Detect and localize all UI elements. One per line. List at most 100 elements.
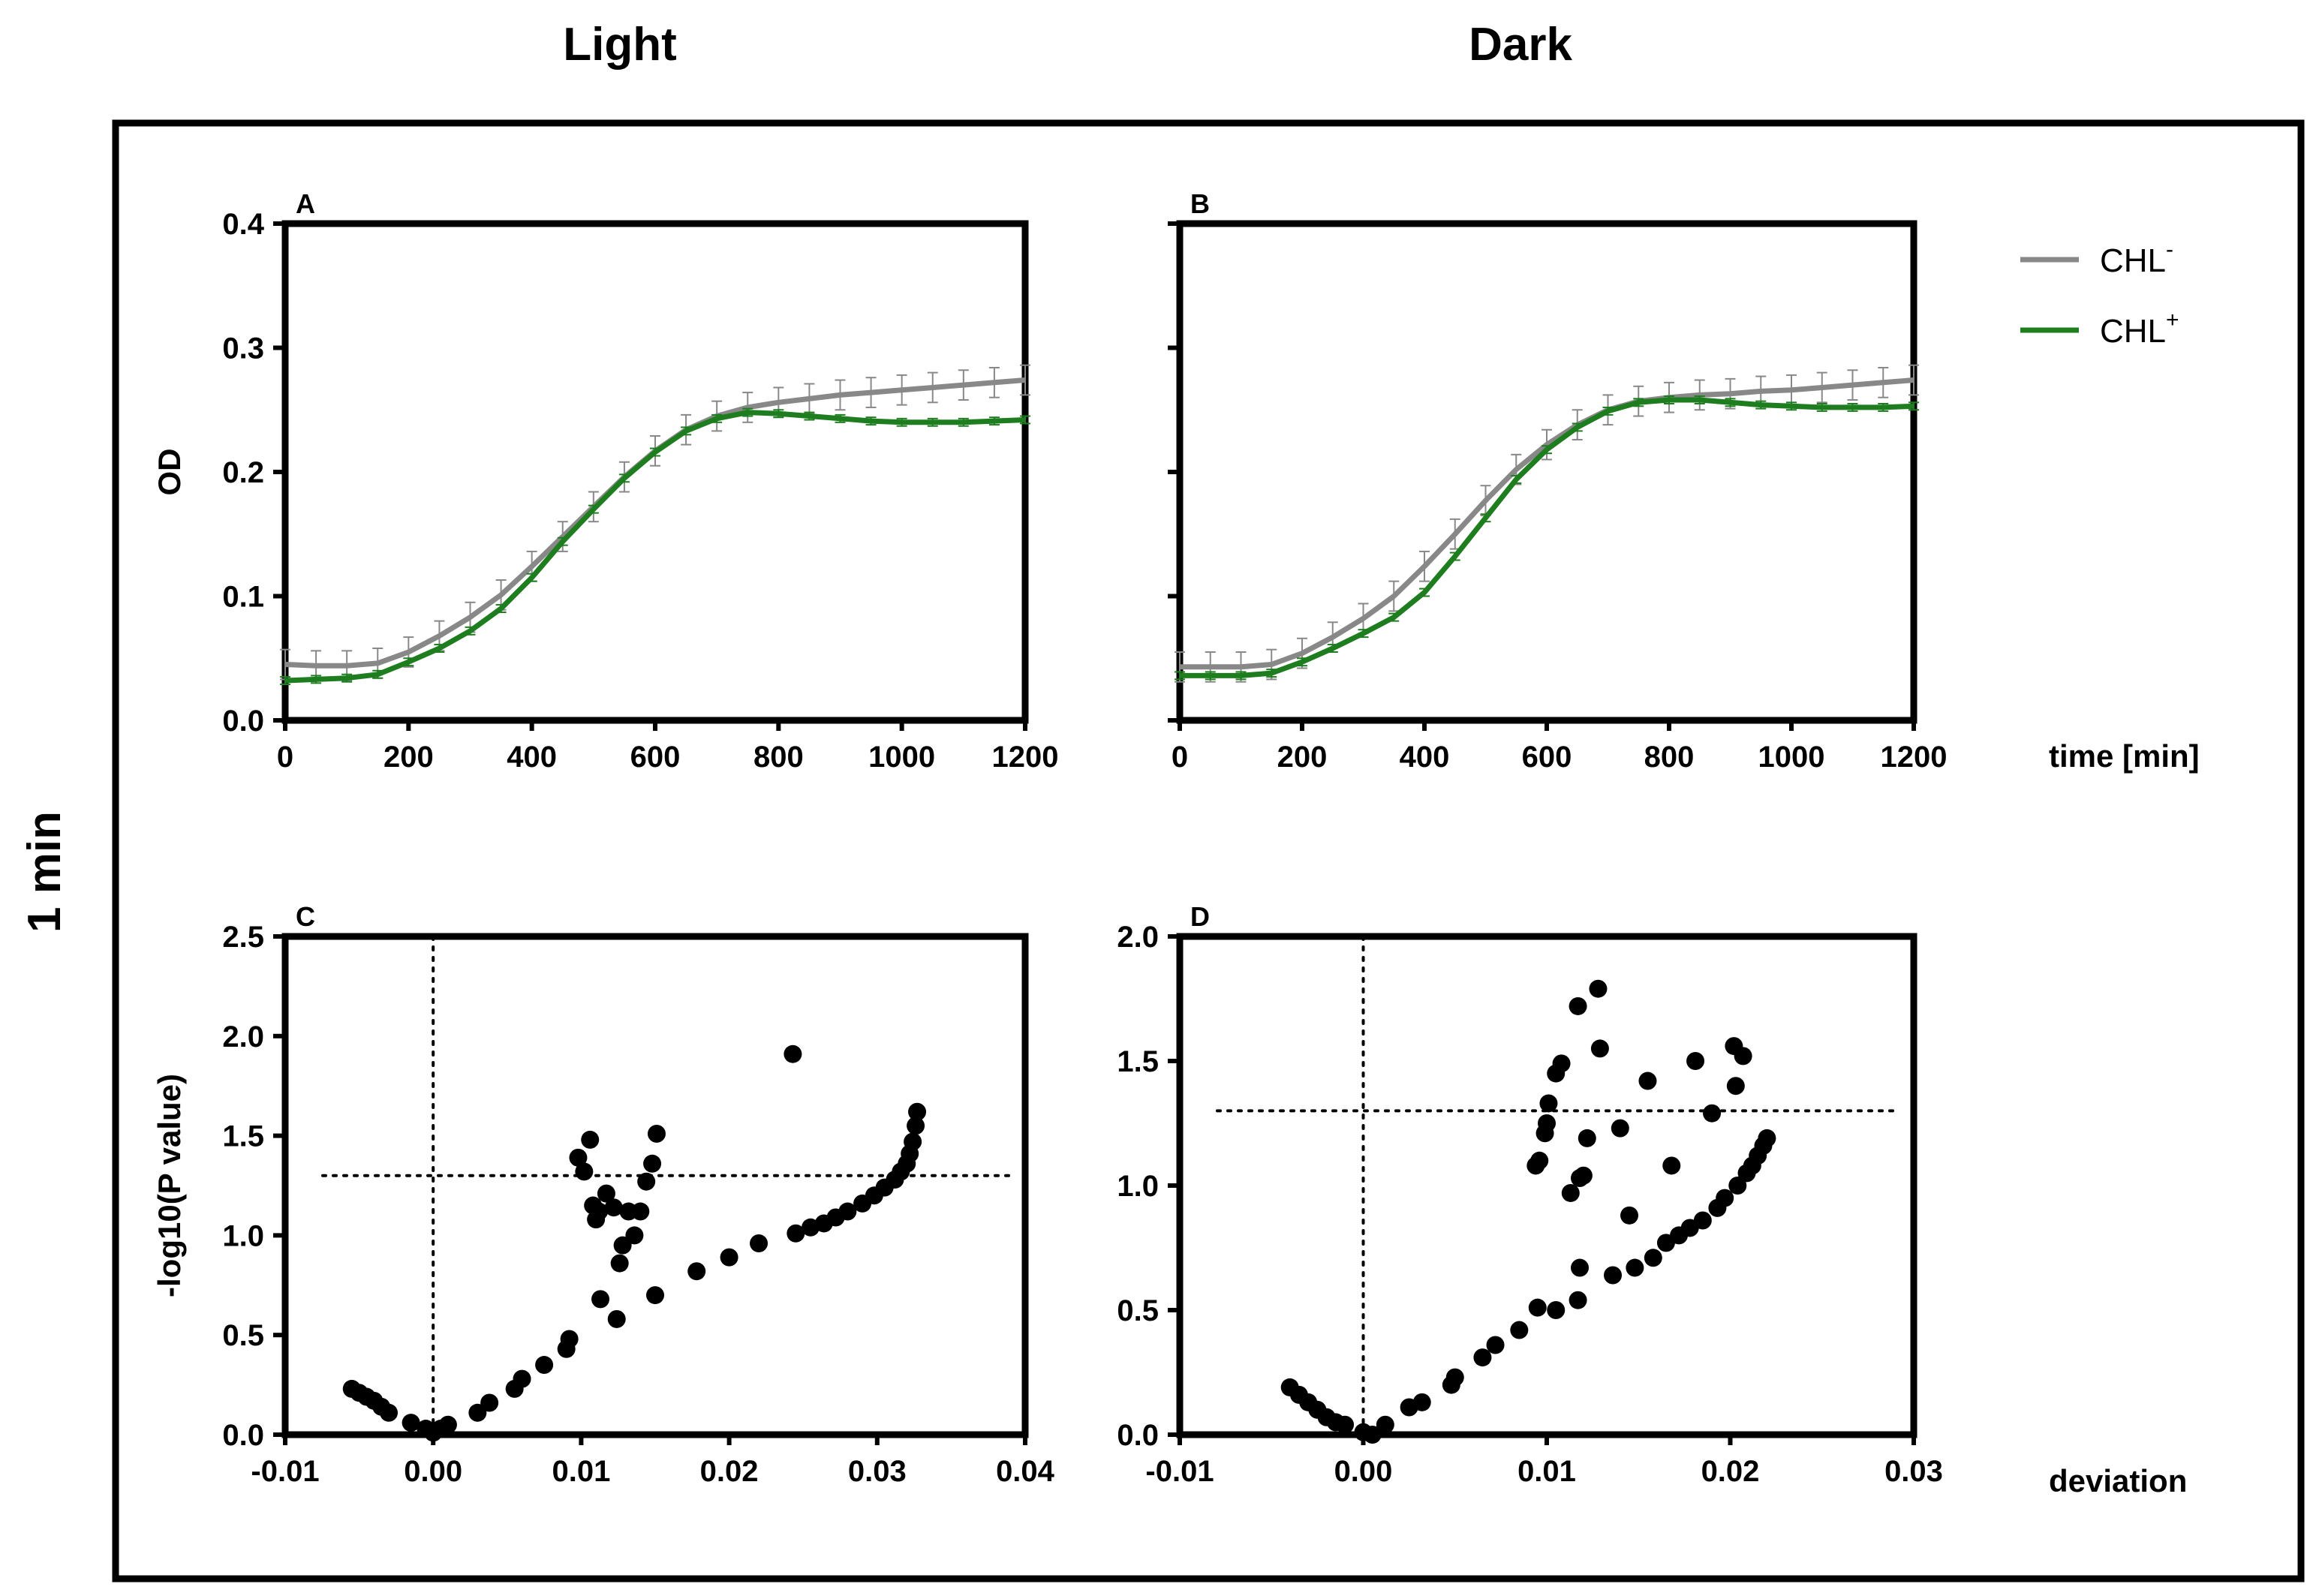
data-point — [1703, 1104, 1722, 1123]
data-point — [1589, 979, 1608, 998]
y-tick-label: 0.0 — [222, 1419, 264, 1452]
data-point — [1528, 1298, 1547, 1317]
y-tick-label: 0.2 — [222, 456, 264, 489]
x-tick-label: 0 — [1172, 741, 1188, 774]
data-point — [750, 1234, 768, 1253]
data-point — [1590, 1039, 1609, 1058]
x-tick-label: 1200 — [1881, 741, 1948, 774]
data-point — [1445, 1368, 1464, 1387]
legend-label-chl-plus: CHL+ — [2100, 308, 2179, 350]
data-point — [908, 1102, 927, 1121]
y-tick-label: 0.0 — [1117, 1419, 1159, 1452]
plot-frame — [281, 933, 1029, 1438]
data-point — [1569, 996, 1587, 1015]
series-line — [284, 410, 1026, 684]
x-tick-label: 400 — [507, 741, 557, 774]
data-point — [1604, 1266, 1623, 1285]
data-point — [1728, 1177, 1747, 1195]
data-point — [1686, 1052, 1705, 1070]
data-point — [647, 1124, 666, 1143]
column-title-light: Light — [563, 19, 677, 71]
data-point — [907, 1117, 925, 1135]
data-point — [438, 1415, 457, 1434]
panel-label: C — [296, 901, 315, 932]
data-point — [1510, 1321, 1529, 1339]
data-point — [590, 1202, 609, 1221]
data-point — [1578, 1129, 1596, 1147]
series-chl-minus — [280, 364, 1030, 682]
data-point — [513, 1369, 531, 1388]
data-point — [1758, 1129, 1776, 1147]
y-tick-label: 0.3 — [222, 332, 264, 365]
data-point — [1547, 1301, 1566, 1319]
x-tick-label: 0.01 — [552, 1455, 610, 1488]
x-tick-label: 800 — [1644, 741, 1695, 774]
x-tick-label: 1000 — [868, 741, 935, 774]
plot-frame — [1176, 220, 1917, 724]
data-point — [646, 1286, 664, 1305]
y-tick-label: 1.0 — [1117, 1170, 1159, 1203]
outer-frame — [112, 119, 2305, 1582]
data-point — [610, 1254, 629, 1273]
data-point — [1693, 1211, 1712, 1230]
series-line — [1180, 377, 1914, 670]
data-point — [1530, 1151, 1549, 1170]
y-tick-label: 1.0 — [222, 1219, 264, 1252]
panel-label: A — [296, 188, 315, 219]
data-point — [1620, 1206, 1639, 1225]
data-point — [597, 1184, 615, 1203]
x-tick-label: 600 — [1522, 741, 1572, 774]
data-point — [402, 1414, 420, 1432]
data-point — [631, 1202, 650, 1221]
data-point — [1574, 1166, 1593, 1185]
data-point — [1561, 1183, 1580, 1202]
y-tick-label: 2.0 — [222, 1020, 264, 1053]
series-line — [1180, 397, 1914, 678]
x-tick-label: 0.04 — [996, 1455, 1055, 1488]
y-axis-label: OD — [152, 449, 187, 496]
x-tick-label: 0.02 — [700, 1455, 759, 1488]
series-chl-minus — [1175, 364, 1919, 683]
plot-frame — [281, 220, 1029, 724]
column-title-dark: Dark — [1469, 19, 1572, 71]
y-axis-label: -log10(P value) — [152, 1074, 187, 1297]
data-point — [569, 1148, 588, 1167]
x-tick-label: 600 — [630, 741, 681, 774]
data-point — [625, 1226, 644, 1245]
series-chl-plus — [280, 407, 1030, 686]
x-tick-label: 800 — [753, 741, 804, 774]
data-point — [784, 1044, 802, 1063]
panels: A OD 0 200 400 600 800 1000 1200 0.0 0.1 0.2 0.3 0.4 B… — [152, 188, 1947, 1488]
y-tick-label: 2.0 — [1117, 921, 1159, 954]
x-tick-label: 1000 — [1758, 741, 1825, 774]
row-title: 1 min — [19, 811, 71, 933]
legend: CHL- CHL+ — [2020, 237, 2179, 350]
data-point — [535, 1356, 554, 1375]
data-point — [1376, 1415, 1394, 1434]
x-tick-label: 0.00 — [1334, 1455, 1393, 1488]
data-point — [591, 1290, 610, 1309]
legend-label-chl-minus: CHL- — [2100, 237, 2173, 279]
x-axis-label-time: time [min] — [2049, 738, 2200, 774]
x-tick-label: 0.01 — [1517, 1455, 1576, 1488]
x-tick-label: 200 — [1277, 741, 1328, 774]
data-point — [1486, 1336, 1505, 1354]
x-tick-label: 1200 — [992, 741, 1059, 774]
y-tick-label: 2.5 — [222, 921, 264, 954]
x-tick-label: 0.03 — [1884, 1455, 1943, 1488]
data-point — [480, 1393, 499, 1412]
x-tick-label: 200 — [383, 741, 434, 774]
x-tick-label: 0.00 — [404, 1455, 462, 1488]
y-tick-label: 1.5 — [1117, 1045, 1159, 1078]
x-tick-label: 0.03 — [848, 1455, 907, 1488]
x-tick-label: 0 — [277, 741, 293, 774]
data-point — [1726, 1077, 1745, 1096]
x-tick-label: 400 — [1400, 741, 1450, 774]
y-tick-label: 1.5 — [222, 1120, 264, 1153]
x-tick-label: -0.01 — [251, 1455, 319, 1488]
y-tick-label: 0.5 — [1117, 1294, 1159, 1327]
data-point — [560, 1330, 579, 1348]
data-point — [1734, 1047, 1752, 1066]
data-point — [468, 1403, 487, 1422]
panel-d: D -0.01 0.00 0.01 0.02 0.03 0.0 0.5 1.0 1.5 2.0 — [1117, 901, 1943, 1488]
